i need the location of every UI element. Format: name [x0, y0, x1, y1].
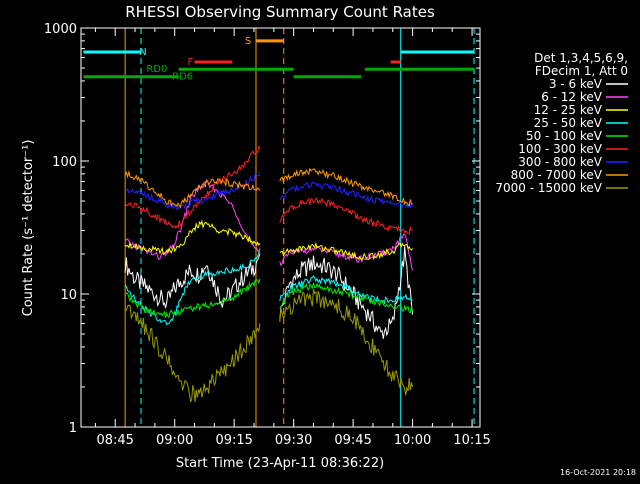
flag-bar-label: F	[188, 57, 194, 68]
y-tick-label: 10	[60, 288, 77, 303]
series-line	[124, 253, 261, 309]
series-line	[279, 233, 414, 271]
series-line	[279, 288, 414, 396]
legend-label: 3 - 6 keV	[549, 77, 603, 91]
series-line	[124, 179, 261, 261]
axes: 1 10 100 1000 08:45 09:00 09:15 09:30 09:45 10:00…	[44, 22, 491, 448]
footer-date: 16-Oct-2021 20:18	[560, 468, 636, 477]
flag-bar-label: RD0	[146, 64, 167, 75]
series-line	[124, 145, 261, 229]
flag-bars: N S F RD0 RD6	[83, 36, 475, 83]
legend: Det 1,3,4,5,6,9,FDecim 1, Att 03 - 6 keV…	[495, 51, 628, 195]
x-tick-label: 10:15	[453, 433, 490, 448]
series-line	[279, 246, 414, 339]
series-line	[279, 197, 413, 235]
vertical-markers	[124, 28, 475, 427]
y-tick-label: 1000	[44, 22, 77, 37]
series-line	[279, 167, 413, 207]
y-tick-label: 100	[52, 155, 77, 170]
legend-label: 100 - 300 keV	[518, 142, 602, 156]
legend-header: FDecim 1, Att 0	[535, 64, 628, 78]
series-line	[124, 248, 261, 326]
x-tick-label: 09:00	[156, 433, 193, 448]
series-lines	[124, 145, 414, 403]
series-line	[279, 180, 414, 209]
series-line	[124, 304, 261, 403]
flag-bar-label: RD6	[172, 72, 193, 83]
flag-bar-label: N	[139, 47, 146, 58]
x-tick-label: 08:45	[96, 433, 133, 448]
y-tick-label: 1	[69, 421, 77, 436]
legend-label: 7000 - 15000 keV	[495, 181, 602, 195]
flag-bar-label: S	[245, 36, 251, 47]
legend-header: Det 1,3,4,5,6,9,	[534, 51, 628, 65]
x-tick-label: 09:30	[275, 433, 312, 448]
x-tick-label: 09:45	[334, 433, 371, 448]
legend-label: 12 - 25 keV	[534, 103, 603, 117]
legend-label: 6 - 12 keV	[541, 90, 603, 104]
chart-title: RHESSI Observing Summary Count Rates	[125, 3, 435, 21]
x-tick-label: 09:15	[215, 433, 252, 448]
legend-label: 50 - 100 keV	[526, 129, 603, 143]
legend-label: 25 - 50 keV	[534, 116, 603, 130]
legend-label: 800 - 7000 keV	[511, 168, 603, 182]
series-line	[124, 219, 261, 256]
y-axis-label: Count Rate (s⁻¹ detector⁻¹)	[21, 140, 36, 317]
x-tick-label: 10:00	[394, 433, 431, 448]
plot-frame	[80, 27, 481, 428]
x-axis-label: Start Time (23-Apr-11 08:36:22)	[176, 456, 384, 471]
series-line	[279, 282, 414, 314]
series-line	[124, 278, 261, 319]
series-line	[124, 170, 261, 209]
series-line	[279, 275, 413, 305]
legend-label: 300 - 800 keV	[518, 155, 602, 169]
series-line	[279, 241, 414, 261]
